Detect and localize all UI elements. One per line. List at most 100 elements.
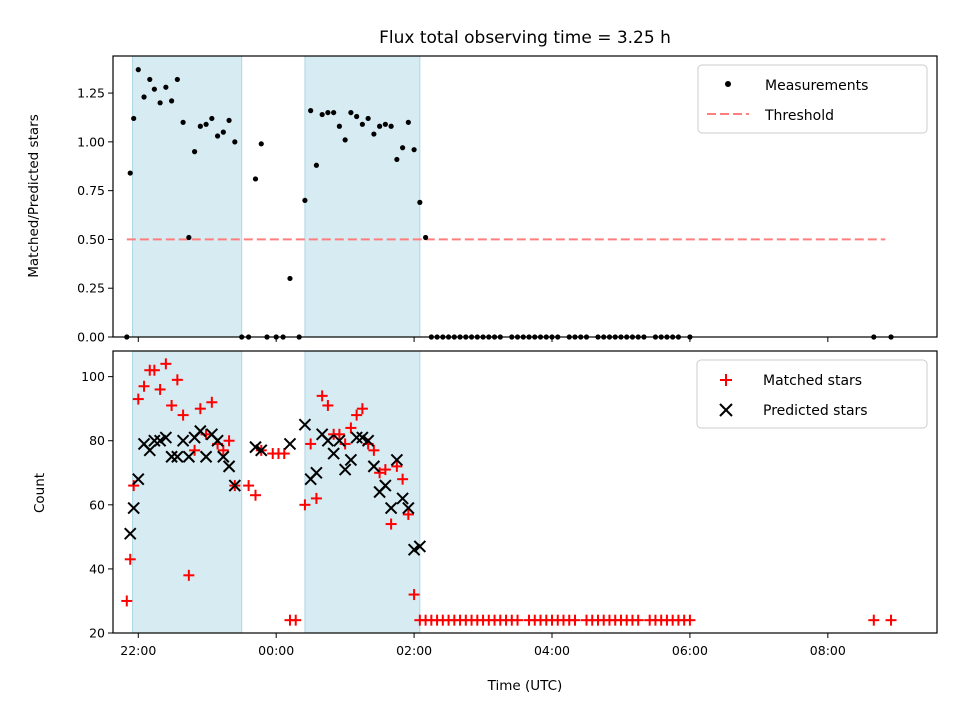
measurement-point — [127, 170, 133, 176]
measurement-point — [203, 121, 209, 127]
legend-measurements-label: Measurements — [765, 78, 868, 94]
matched-star-point — [154, 383, 166, 395]
y-tick-label: 60 — [89, 497, 105, 512]
top-y-axis-label: Matched/Predicted stars — [26, 114, 42, 277]
measurement-point — [141, 94, 147, 100]
predicted-star-point — [171, 450, 184, 463]
predicted-star-point — [199, 450, 213, 463]
x-tick-label: 22:00 — [120, 643, 156, 658]
matched-star-point — [250, 489, 262, 501]
predicted-star-point — [283, 437, 297, 451]
measurement-point — [169, 98, 175, 104]
y-tick-label: 0.25 — [77, 281, 105, 296]
matched-star-point — [206, 396, 218, 408]
matched-star-point — [128, 480, 140, 492]
predicted-stars-points — [124, 418, 427, 556]
bottom-x-axis: 22:00 00:00 02:00 04:00 06:00 08:00 — [120, 633, 846, 658]
predicted-star-point — [124, 527, 137, 540]
predicted-star-point — [396, 492, 409, 505]
matched-star-point — [310, 492, 322, 504]
predicted-star-point — [367, 460, 381, 473]
measurement-point — [308, 108, 314, 114]
legend-predicted-stars-label: Predicted stars — [763, 403, 868, 419]
bottom-shaded-regions — [132, 350, 421, 634]
predicted-star-point — [344, 453, 358, 467]
measurement-point — [135, 67, 141, 73]
predicted-star-point — [402, 501, 415, 515]
measurement-point — [252, 176, 259, 182]
matched-star-point — [402, 508, 414, 520]
predicted-star-point — [413, 540, 427, 553]
predicted-star-point — [176, 434, 190, 447]
matched-star-point — [138, 380, 150, 392]
predicted-star-point — [228, 479, 242, 492]
matched-star-point — [243, 480, 255, 492]
matched-star-point — [684, 614, 696, 626]
y-tick-label: 100 — [81, 369, 105, 384]
y-tick-label: 0.00 — [77, 330, 105, 345]
predicted-star-point — [222, 460, 236, 473]
x-tick-label: 06:00 — [672, 643, 708, 658]
measurement-point — [359, 121, 365, 127]
matched-star-point — [397, 473, 409, 485]
measurement-point — [336, 123, 342, 129]
matched-star-point — [345, 422, 357, 434]
measurement-point — [131, 115, 137, 122]
y-tick-label: 1.00 — [77, 134, 105, 149]
measurement-point — [163, 84, 169, 90]
top-legend-box — [697, 64, 928, 134]
measurement-point — [180, 119, 186, 125]
predicted-star-point — [211, 434, 224, 447]
matched-star-point — [183, 569, 195, 581]
measurement-point — [302, 197, 308, 204]
measurement-point — [220, 129, 226, 135]
legend-matched-stars-label: Matched stars — [763, 373, 862, 389]
measurements-legend-marker — [725, 81, 731, 87]
matched-star-point — [379, 464, 391, 476]
measurement-point — [417, 199, 423, 205]
x-tick-label: 02:00 — [396, 643, 432, 658]
matched-star-point — [278, 448, 290, 460]
matched-star-point — [374, 467, 386, 479]
matched-star-point — [632, 614, 644, 626]
measurement-point — [342, 137, 348, 143]
measurement-point — [151, 86, 157, 92]
y-tick-label: 1.25 — [77, 86, 105, 101]
predicted-star-point — [298, 418, 312, 431]
matched-star-point — [171, 374, 183, 386]
predicted-star-point — [249, 440, 262, 454]
predicted-star-point — [333, 434, 346, 447]
measurement-point — [226, 117, 232, 123]
predicted-stars-legend-marker — [719, 403, 733, 417]
matched-star-point — [194, 403, 206, 415]
predicted-star-point — [165, 450, 178, 463]
matched-star-point — [512, 614, 524, 626]
measurement-point — [354, 113, 360, 120]
measurement-point — [400, 145, 406, 151]
matched-star-point — [217, 444, 229, 456]
measurement-point — [313, 162, 320, 168]
bottom-y-axis: 20 40 60 80 100 — [81, 369, 113, 641]
matched-star-point — [322, 399, 334, 411]
y-tick-label: 0.50 — [77, 232, 105, 247]
measurement-point — [331, 109, 337, 116]
predicted-star-point — [356, 431, 369, 444]
predicted-star-point — [255, 444, 268, 457]
measurement-point — [422, 234, 429, 241]
measurement-point — [147, 76, 153, 83]
matched-star-point — [333, 428, 345, 440]
matched-star-point — [160, 358, 172, 370]
predicted-star-point — [153, 434, 167, 447]
matched-star-point — [124, 553, 136, 565]
measurement-point — [186, 234, 192, 241]
matched-star-point — [305, 438, 317, 450]
observing-window — [132, 350, 243, 634]
predicted-star-point — [379, 479, 392, 492]
predicted-star-point — [310, 466, 323, 479]
predicted-star-point — [132, 472, 145, 486]
top-y-axis: 0.00 0.25 0.50 0.75 1.00 1.25 — [77, 86, 113, 345]
measurement-point — [258, 141, 264, 147]
matched-star-point — [356, 403, 368, 415]
legend-threshold-label: Threshold — [764, 108, 834, 124]
